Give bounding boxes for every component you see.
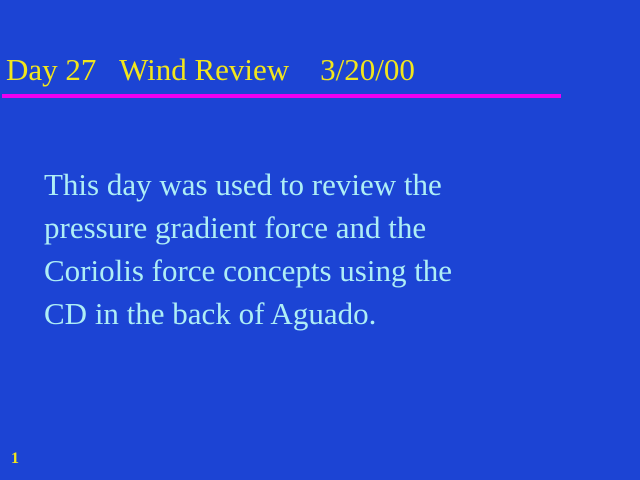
slide-page-number: 1	[11, 450, 19, 467]
slide-title: Day 27 Wind Review 3/20/00	[6, 52, 415, 87]
slide-body-text: This day was used to review the pressure…	[44, 163, 604, 335]
body-line: This day was used to review the	[44, 167, 442, 202]
title-underline-rule	[2, 94, 561, 98]
body-line: CD in the back of Aguado.	[44, 296, 377, 331]
body-line: pressure gradient force and the	[44, 210, 427, 245]
body-line: Coriolis force concepts using the	[44, 253, 453, 288]
